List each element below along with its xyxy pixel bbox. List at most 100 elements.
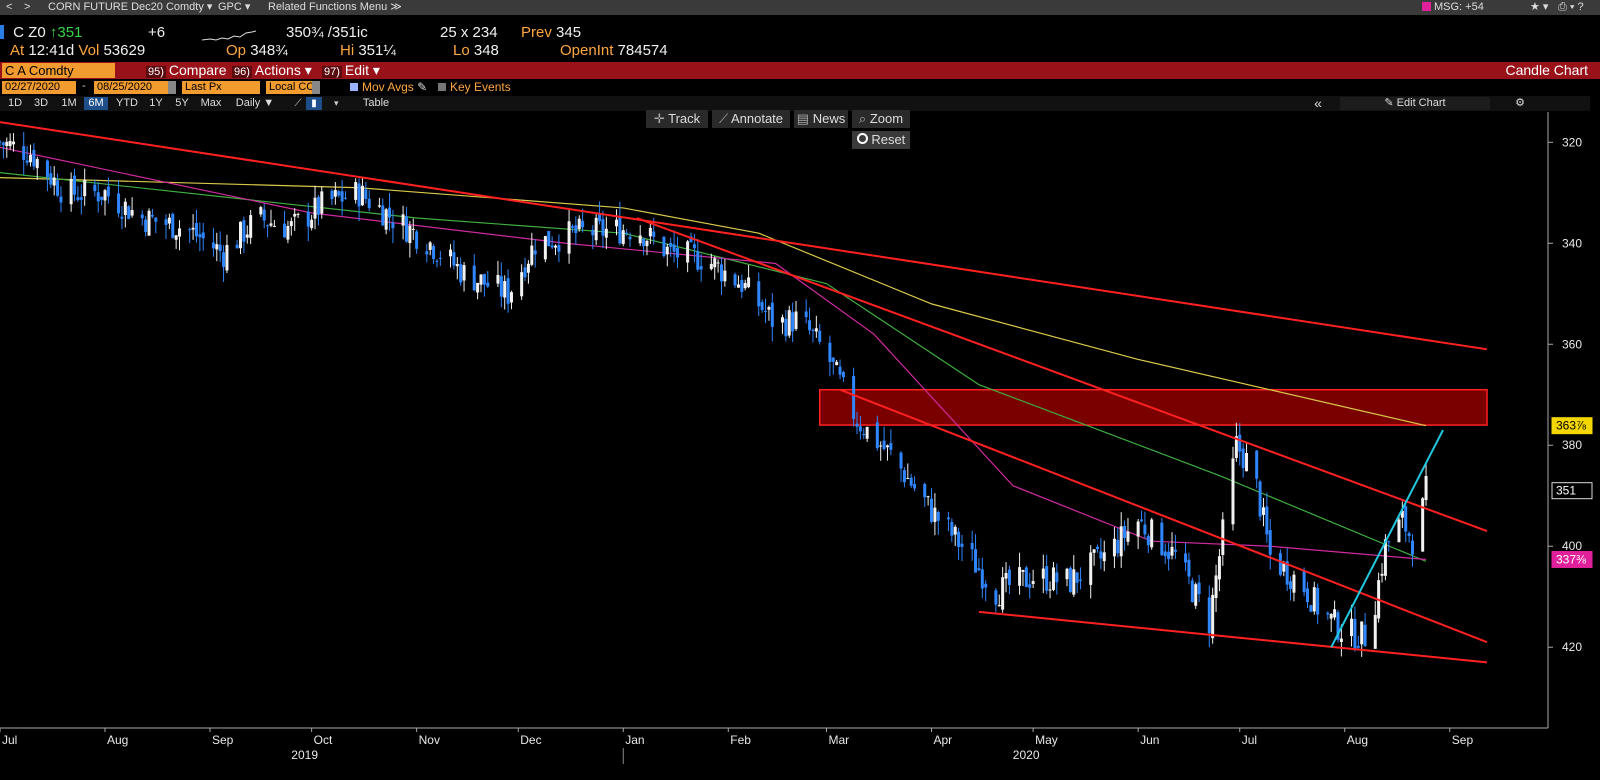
collapse-panel-icon[interactable]: «: [1314, 95, 1322, 111]
period-ytd[interactable]: YTD: [116, 97, 138, 109]
frequency-selector[interactable]: Daily ▼: [235, 97, 275, 109]
candle-body: [1309, 605, 1313, 612]
zoom-tool[interactable]: ⌕ Zoom: [852, 110, 910, 128]
currency-selector[interactable]: Local CCY: [266, 81, 322, 94]
candle-body: [462, 265, 466, 281]
track-tool[interactable]: ✛ Track: [646, 110, 708, 128]
security-field[interactable]: C A Comdty: [2, 63, 115, 78]
key-events-toggle[interactable]: Key Events: [438, 80, 511, 94]
mov-avgs-toggle[interactable]: Mov Avgs ✎: [350, 80, 427, 94]
candle-body: [1007, 569, 1011, 586]
trendline: [0, 121, 1488, 351]
candle-chart[interactable]: 420 400 380 360 340 320 363⅞ 351 337⅜ Jul Aug Sep Oc…: [0, 112, 1600, 780]
compare-button[interactable]: 95) Compare: [146, 62, 227, 78]
edit-icon: ✎: [1384, 97, 1394, 109]
candle-body: [980, 569, 984, 589]
edit-button[interactable]: 97) Edit ▾: [322, 62, 380, 78]
candle-body: [577, 218, 581, 230]
candle-body: [692, 244, 696, 249]
message-indicator[interactable]: MSG: +54: [1422, 0, 1484, 15]
candle-body: [1116, 539, 1120, 554]
candle-body: [215, 244, 219, 250]
candle-body: [1028, 584, 1032, 588]
news-tool[interactable]: ▤ News: [794, 110, 848, 128]
candle-body: [100, 196, 104, 200]
candle-body: [167, 217, 171, 224]
period-5y[interactable]: 5Y: [175, 97, 189, 109]
currency-dropdown-icon[interactable]: [312, 81, 320, 94]
candle-body: [1150, 519, 1154, 548]
back-icon[interactable]: <: [6, 1, 13, 13]
line-chart-icon[interactable]: ⟋: [294, 98, 302, 109]
calendar-dropdown-icon[interactable]: [168, 81, 176, 94]
forward-icon[interactable]: >: [24, 1, 31, 13]
candle-body: [150, 214, 154, 217]
period-1y[interactable]: 1Y: [149, 97, 163, 109]
favorite-star-icon[interactable]: ★ ▾: [1530, 1, 1549, 13]
page-options-icon[interactable]: ⎙ ▾ ?: [1558, 1, 1584, 13]
candle-body: [1289, 581, 1293, 589]
candle-body: [767, 307, 771, 310]
candle-body: [936, 512, 940, 521]
edit-chart-button[interactable]: ✎ Edit Chart: [1340, 97, 1490, 110]
candle-body: [899, 452, 903, 469]
candle-body: [1041, 568, 1045, 579]
period-6m[interactable]: 6M: [84, 97, 108, 110]
low-price: 348: [473, 42, 499, 59]
pencil-icon[interactable]: ✎: [417, 80, 428, 94]
candle-body: [879, 445, 883, 447]
candle-body: [1184, 553, 1188, 563]
annotate-tool[interactable]: ⟋ Annotate: [712, 110, 790, 128]
security-menu[interactable]: CORN FUTURE Dec20 Comdty ▾: [48, 1, 213, 13]
candle-body: [76, 197, 80, 200]
settings-gear-icon[interactable]: ⚙: [1515, 97, 1525, 109]
candle-body: [760, 302, 764, 311]
period-max[interactable]: Max: [200, 97, 222, 109]
reset-button[interactable]: Reset: [852, 131, 910, 149]
function-bar: 95) Compare 96) Actions ▾ 97) Edit ▾ Candle…: [0, 62, 1600, 79]
gpc-menu[interactable]: GPC ▾: [218, 1, 251, 13]
candle-body: [1024, 567, 1028, 587]
candle-body: [191, 227, 195, 230]
candle-body: [306, 211, 310, 227]
bid-ask-size: 25 x 234: [440, 24, 498, 41]
candle-body: [1360, 621, 1364, 645]
ticker: C Z0: [13, 24, 46, 41]
candle-body: [554, 245, 558, 248]
candle-body: [35, 159, 39, 169]
period-1m[interactable]: 1M: [61, 97, 77, 109]
candle-body: [628, 236, 632, 240]
candle-body: [1095, 546, 1099, 549]
candle-body: [984, 583, 988, 588]
candle-body: [709, 263, 713, 270]
candle-body: [28, 154, 32, 163]
candle-body: [49, 173, 53, 185]
low-label: Lo: [453, 42, 470, 59]
candle-body: [106, 186, 110, 197]
candle-body: [1424, 475, 1428, 500]
table-button[interactable]: Table: [362, 97, 390, 109]
y-tick-label: 340: [1562, 236, 1582, 250]
candle-body: [530, 245, 534, 265]
candle-body: [1068, 567, 1072, 593]
chart-style-dropdown-icon[interactable]: ▾: [334, 98, 339, 108]
candle-body: [384, 209, 388, 230]
candle-chart-icon[interactable]: ▮: [306, 97, 322, 110]
candle-body: [211, 242, 215, 249]
candle-body: [377, 205, 381, 207]
actions-button[interactable]: 96) Actions ▾: [232, 62, 312, 78]
candle-body: [357, 183, 361, 207]
candle-body: [808, 320, 812, 331]
field-selector[interactable]: Last Px: [182, 81, 260, 94]
period-1d[interactable]: 1D: [7, 97, 23, 109]
related-functions-menu[interactable]: Related Functions Menu ≫: [268, 1, 402, 13]
end-date-field[interactable]: 08/25/2020: [94, 81, 168, 94]
chart-type-label: Candle Chart: [1505, 62, 1589, 78]
candle-body: [459, 264, 463, 283]
y-tick-label: 360: [1562, 337, 1582, 351]
period-3d[interactable]: 3D: [33, 97, 49, 109]
candle-body: [974, 549, 978, 573]
candle-body: [1339, 638, 1343, 642]
candle-body: [56, 180, 60, 196]
start-date-field[interactable]: 02/27/2020: [2, 81, 76, 94]
